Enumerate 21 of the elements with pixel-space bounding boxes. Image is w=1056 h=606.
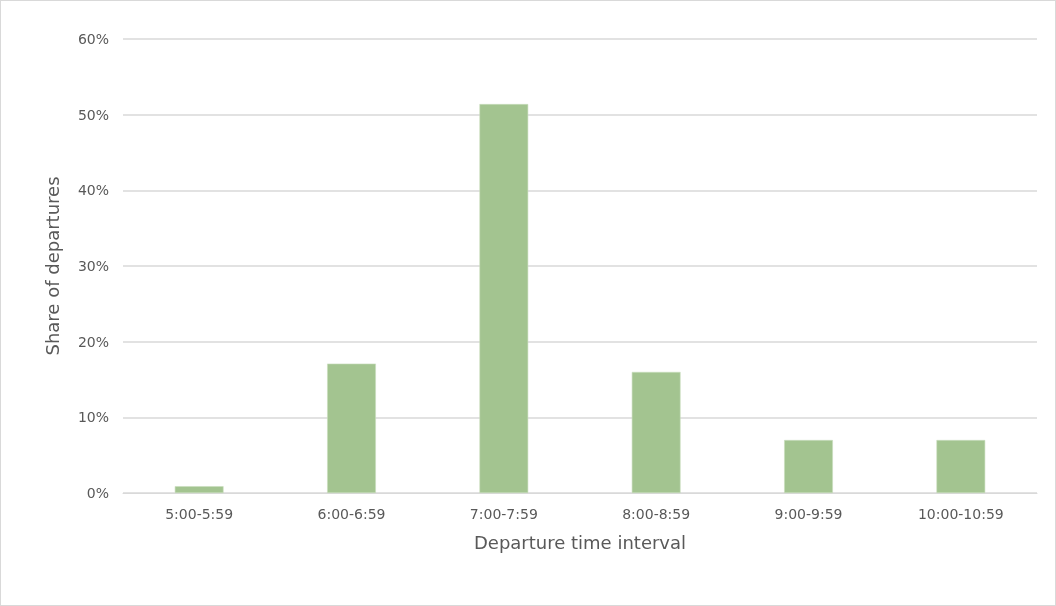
x-axis-title: Departure time interval	[473, 531, 687, 553]
y-tick-label: 20%	[77, 333, 109, 350]
x-tick-label: 7:00-7:59	[469, 506, 538, 522]
y-tick-label: 60%	[77, 31, 109, 47]
y-tick-label: 50%	[77, 106, 109, 123]
y-tick-label: 10%	[77, 409, 109, 426]
y-tick-label: 30%	[77, 258, 109, 274]
bar	[174, 486, 224, 493]
y-tick-label: 0%	[86, 485, 109, 501]
y-tick-label: 40%	[77, 182, 109, 199]
x-tick-label: 9:00-9:59	[774, 506, 843, 522]
bar	[327, 363, 376, 493]
bar	[784, 440, 833, 493]
bar	[631, 371, 681, 493]
bar	[479, 104, 529, 493]
y-axis-title: Share of departures	[41, 176, 63, 356]
bar	[936, 440, 986, 493]
x-tick-label: 8:00-8:59	[622, 506, 691, 522]
x-tick-label: 6:00-6:59	[317, 506, 386, 522]
x-tick-label: 5:00-5:59	[165, 506, 234, 522]
x-tick-label: 10:00-10:59	[917, 506, 1004, 522]
